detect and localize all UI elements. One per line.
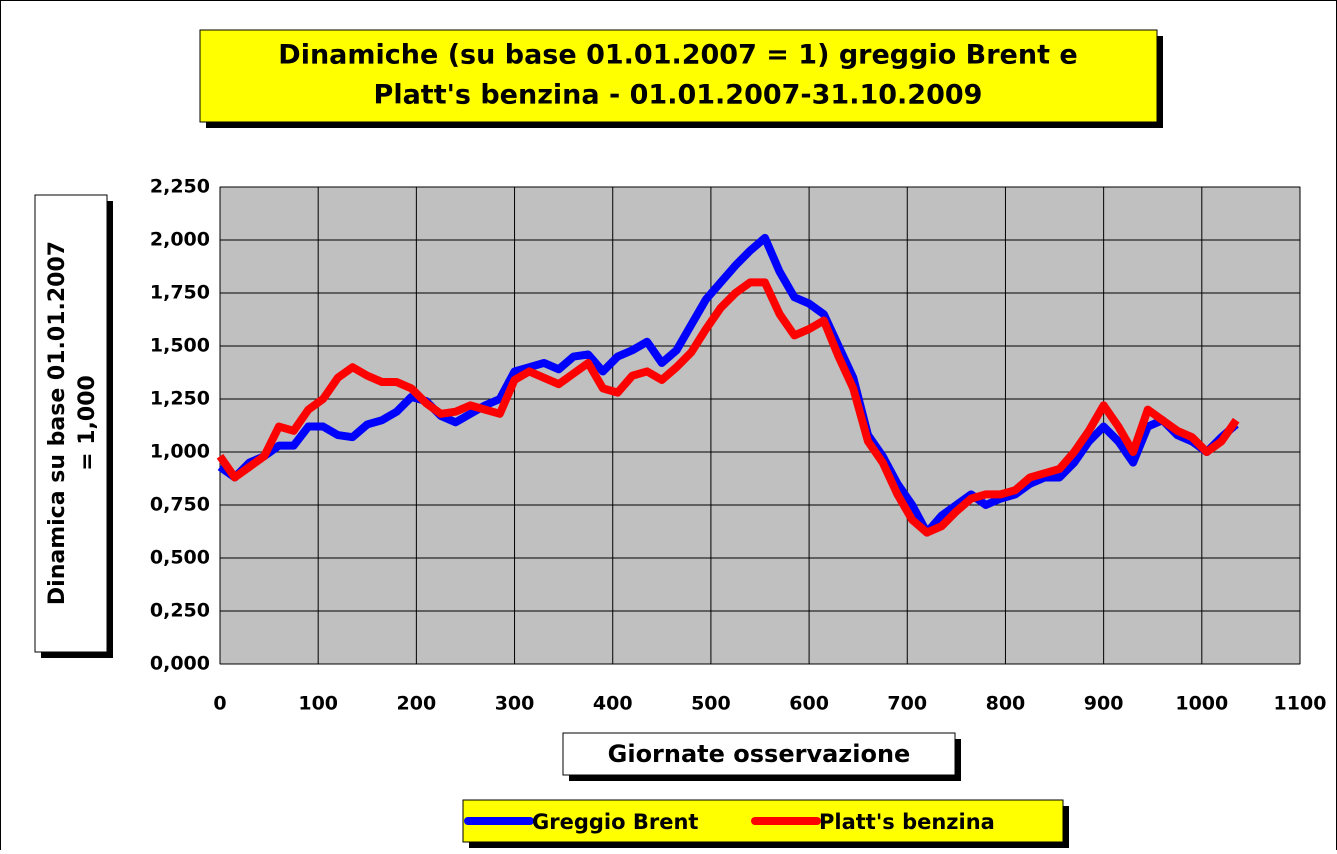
x-tick-label: 500 [691, 693, 731, 715]
chart-title: Platt's benzina - 01.01.2007-31.10.2009 [374, 80, 983, 111]
line-series [216, 278, 1240, 537]
x-tick-label: 1100 [1274, 693, 1327, 715]
x-tick-label: 200 [397, 693, 437, 715]
x-label-box [562, 732, 956, 776]
y-tick-label: 0,250 [150, 600, 210, 622]
x-tick-label: 100 [298, 693, 338, 715]
y-tick-label: 2,000 [150, 229, 210, 251]
x-tick-label: 0 [213, 693, 226, 715]
y-label-box [34, 194, 108, 653]
x-tick-label: 800 [986, 693, 1026, 715]
y-tick-label: 2,250 [150, 176, 210, 198]
y-tick-label: 0,000 [150, 653, 210, 675]
x-tick-label: 700 [887, 693, 927, 715]
legend-label: Platt's benzina [819, 810, 995, 834]
y-tick-label: 0,500 [150, 547, 210, 569]
y-tick-label: 1,500 [150, 335, 210, 357]
y-tick-label: 1,250 [150, 388, 210, 410]
y-axis-label: Dinamica su base 01.01.2007 [45, 241, 70, 605]
x-tick-label: 300 [495, 693, 535, 715]
y-tick-label: 1,000 [150, 441, 210, 463]
title-box [199, 29, 1158, 123]
chart-title: Dinamiche (su base 01.01.2007 = 1) gregg… [278, 40, 1077, 71]
x-tick-label: 600 [789, 693, 829, 715]
x-tick-label: 400 [593, 693, 633, 715]
x-tick-label: 900 [1084, 693, 1124, 715]
x-axis-label: Giornate osservazione [608, 740, 911, 768]
line-series [217, 233, 1239, 537]
plot-area [219, 186, 1301, 665]
legend-label: Greggio Brent [532, 810, 698, 834]
y-tick-label: 0,750 [150, 494, 210, 516]
x-tick-label: 1000 [1175, 693, 1228, 715]
y-axis-label: = 1,000 [75, 375, 100, 471]
y-tick-label: 1,750 [150, 282, 210, 304]
